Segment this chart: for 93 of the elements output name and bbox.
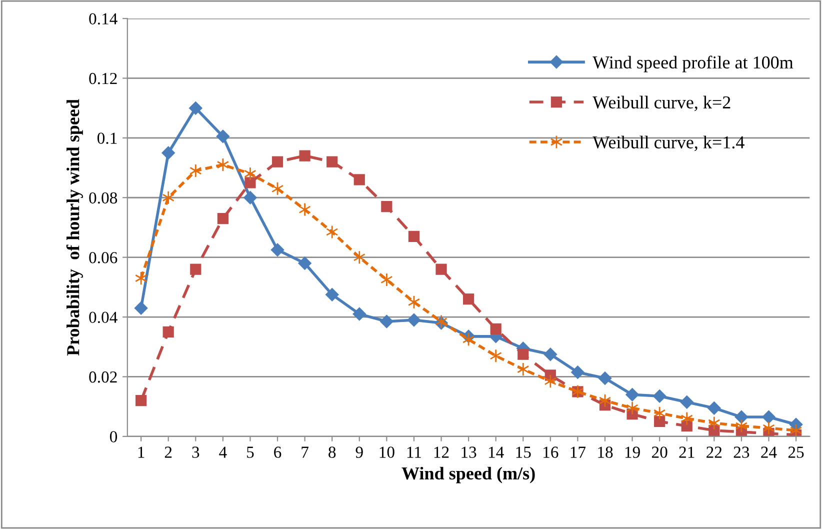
point (762, 410, 776, 424)
point (790, 424, 802, 436)
x-tick-label: 2 (164, 446, 172, 458)
y-tick-label: 0.08 (89, 192, 118, 204)
point (216, 130, 230, 144)
point (381, 201, 392, 212)
point (680, 412, 693, 426)
y-tick-label: 0.02 (89, 371, 117, 383)
y-tick-label: 0.1 (97, 132, 117, 144)
legend-label: Wind speed profile at 100m (592, 56, 794, 72)
x-tick-label: 13 (462, 446, 476, 458)
point (652, 390, 666, 403)
point (708, 424, 720, 436)
point (190, 264, 202, 275)
point (272, 156, 284, 168)
y-tick-label: 0.06 (89, 252, 118, 264)
x-tick-label: 15 (516, 446, 531, 458)
x-axis-title: Wind speed (m/s) (402, 466, 535, 484)
point (654, 416, 666, 428)
x-tick-label: 8 (328, 446, 336, 458)
point (407, 313, 421, 327)
point (408, 230, 420, 242)
point (598, 372, 612, 385)
y-axis-title: Probability of hourly wind speed (66, 99, 83, 356)
point (244, 191, 257, 204)
point (244, 166, 256, 181)
x-tick-label: 16 (544, 446, 558, 458)
point (299, 150, 310, 162)
point (626, 388, 639, 402)
x-tick-label: 6 (274, 446, 282, 458)
point (626, 401, 638, 416)
x-tick-label: 9 (356, 446, 363, 458)
point (162, 326, 174, 338)
point (353, 250, 366, 264)
point (517, 362, 530, 376)
x-tick-label: 5 (247, 446, 254, 458)
point (326, 156, 338, 168)
point (216, 158, 230, 172)
point (270, 243, 284, 256)
point (380, 272, 393, 287)
x-tick-label: 1 (138, 446, 144, 458)
point (352, 307, 366, 321)
point (190, 164, 202, 178)
point (653, 406, 666, 420)
point (380, 314, 394, 328)
point (708, 401, 721, 415)
legend-label: Weibull curve, k=2 (592, 96, 730, 112)
point (134, 301, 148, 315)
point (544, 374, 557, 388)
x-tick-label: 17 (570, 446, 586, 458)
x-tick-label: 14 (488, 446, 504, 458)
point (735, 419, 748, 433)
y-tick-label: 0.04 (89, 312, 118, 324)
point (436, 264, 447, 275)
y-tick-label: 0.14 (89, 13, 118, 25)
point (298, 202, 311, 217)
point (518, 348, 529, 360)
point (354, 174, 365, 186)
y-tick-label: 0 (110, 431, 118, 442)
point (162, 190, 174, 205)
x-tick-label: 4 (219, 446, 227, 458)
point (189, 101, 202, 115)
point (326, 288, 339, 302)
x-tick-label: 19 (625, 446, 640, 458)
x-tick-label: 11 (407, 446, 421, 458)
x-tick-label: 24 (761, 446, 777, 458)
x-tick-label: 23 (734, 446, 750, 458)
x-tick-label: 12 (434, 446, 449, 458)
point (571, 366, 584, 379)
point (490, 323, 502, 335)
point (244, 177, 256, 188)
x-tick-label: 25 (788, 446, 804, 458)
point (326, 225, 338, 239)
x-tick-label: 20 (652, 446, 668, 458)
point (298, 256, 312, 270)
point (762, 421, 775, 436)
point (734, 410, 748, 424)
y-tick-label: 0.12 (89, 72, 117, 84)
point (217, 212, 228, 224)
legend-label: Weibull curve, k=1.4 (592, 136, 744, 152)
x-tick-label: 10 (380, 446, 394, 458)
point (462, 294, 474, 305)
point (544, 348, 557, 361)
point (136, 395, 147, 406)
point (680, 396, 694, 409)
point (708, 416, 720, 430)
point (162, 146, 175, 160)
x-tick-label: 21 (679, 446, 694, 458)
x-tick-label: 22 (706, 446, 722, 458)
x-tick-label: 18 (598, 446, 613, 458)
x-tick-label: 3 (192, 446, 200, 458)
point (490, 348, 502, 363)
x-tick-label: 7 (302, 446, 308, 458)
